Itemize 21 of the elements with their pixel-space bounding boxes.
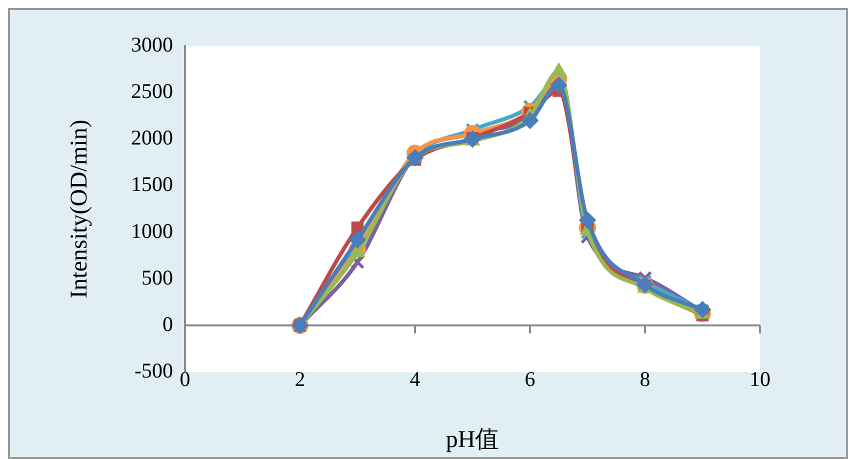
x-axis-title: pH值 (446, 426, 500, 453)
x-tick-label: 2 (294, 367, 306, 392)
point (522, 112, 538, 130)
y-tick-label: -500 (134, 358, 173, 383)
y-tick-label: 2000 (131, 126, 173, 150)
y-tick-label: 1000 (131, 218, 173, 243)
y-tick-label: 500 (142, 265, 173, 290)
point (579, 212, 596, 229)
y-tick-label: 0 (162, 312, 173, 336)
point (349, 231, 366, 248)
point (550, 76, 568, 94)
point (406, 149, 424, 166)
y-tick-label: 1500 (131, 172, 173, 196)
x-tick-label: 10 (750, 367, 770, 392)
x-tick-label: 4 (410, 367, 421, 392)
x-tick-label: 6 (524, 367, 536, 392)
y-tick-label: 3000 (131, 32, 173, 57)
x-tick-label: 0 (180, 367, 190, 392)
y-axis-title: Intensity(OD/min) (66, 120, 93, 298)
y-tick-label: 2500 (131, 79, 173, 104)
x-tick-label: 8 (640, 367, 650, 392)
